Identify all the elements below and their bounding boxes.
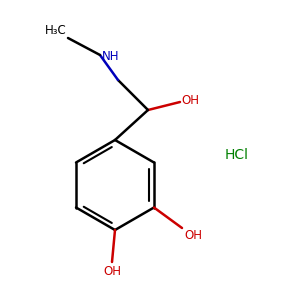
Text: OH: OH bbox=[184, 229, 202, 242]
Text: OH: OH bbox=[181, 95, 199, 107]
Text: HCl: HCl bbox=[225, 148, 249, 162]
Text: OH: OH bbox=[103, 265, 121, 278]
Text: NH: NH bbox=[102, 51, 119, 63]
Text: H₃C: H₃C bbox=[45, 24, 67, 37]
